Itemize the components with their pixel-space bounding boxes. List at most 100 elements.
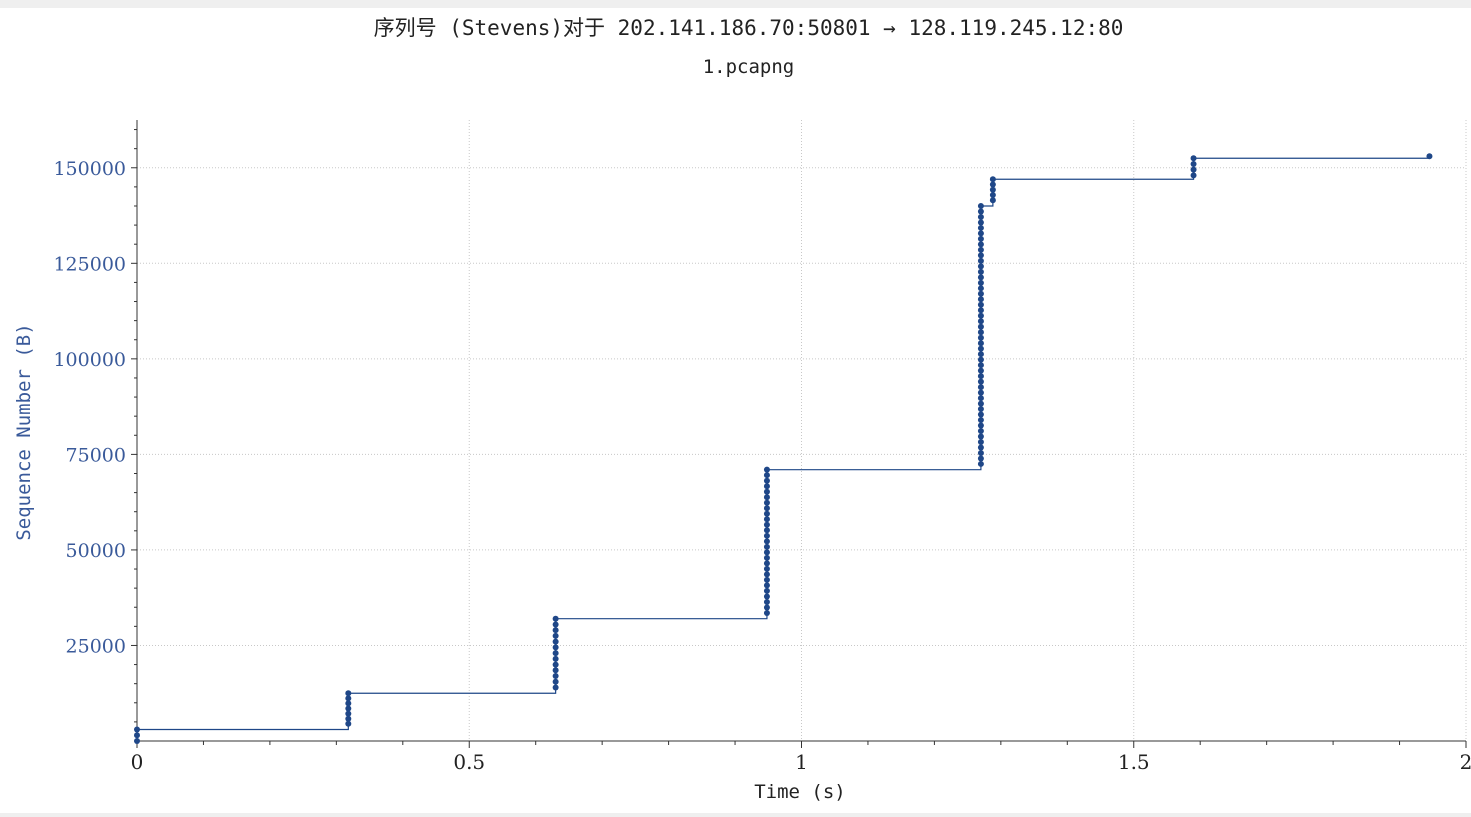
- data-point: [977, 417, 984, 424]
- data-point: [763, 565, 770, 572]
- data-point: [977, 384, 984, 391]
- data-point: [977, 274, 984, 281]
- data-point: [763, 587, 770, 594]
- data-point: [345, 720, 352, 727]
- data-point: [763, 494, 770, 501]
- data-point: [1190, 172, 1197, 179]
- data-point: [977, 318, 984, 325]
- data-point: [977, 345, 984, 352]
- x-axis-title: Time (s): [754, 781, 846, 803]
- y-axis-title: Sequence Number (B): [13, 323, 35, 540]
- data-point: [977, 290, 984, 297]
- data-point: [989, 181, 996, 188]
- x-tick-label: 0.5: [453, 750, 485, 774]
- data-point: [345, 715, 352, 722]
- data-point: [763, 488, 770, 495]
- data-point: [977, 378, 984, 385]
- data-point: [763, 582, 770, 589]
- data-point: [977, 323, 984, 330]
- data-point: [1426, 153, 1433, 160]
- data-point: [977, 252, 984, 259]
- data-point: [763, 527, 770, 534]
- data-point: [977, 230, 984, 237]
- data-point: [763, 483, 770, 490]
- data-point: [977, 356, 984, 363]
- data-point: [989, 176, 996, 183]
- data-point: [345, 700, 352, 707]
- data-point: [977, 406, 984, 413]
- data-point: [763, 521, 770, 528]
- data-point: [763, 543, 770, 550]
- y-tick-label: 100000: [53, 349, 126, 371]
- x-tick-label: 2: [1460, 750, 1471, 774]
- data-point: [977, 422, 984, 429]
- data-point: [552, 684, 559, 691]
- data-point: [977, 438, 984, 445]
- y-tick-label: 25000: [66, 635, 126, 657]
- data-point: [552, 615, 559, 622]
- data-point: [977, 362, 984, 369]
- data-point: [977, 268, 984, 275]
- data-point: [134, 726, 140, 733]
- data-point: [763, 510, 770, 517]
- data-point: [977, 400, 984, 407]
- data-point: [552, 621, 559, 628]
- y-tick-label: 125000: [53, 253, 126, 275]
- data-point: [977, 279, 984, 286]
- data-point: [763, 560, 770, 567]
- window-bottom-bar: [0, 813, 1471, 817]
- data-point: [763, 571, 770, 578]
- data-point: [977, 433, 984, 440]
- data-point: [977, 351, 984, 358]
- data-point: [552, 661, 559, 668]
- data-point: [763, 532, 770, 539]
- series: [134, 153, 1433, 744]
- data-point: [977, 219, 984, 226]
- data-point: [977, 373, 984, 380]
- data-point: [977, 411, 984, 418]
- data-point: [977, 428, 984, 435]
- data-point: [977, 460, 984, 467]
- data-point: [977, 257, 984, 264]
- data-point: [345, 710, 352, 717]
- data-point: [552, 678, 559, 685]
- x-tick-label: 1.5: [1118, 750, 1150, 774]
- data-point: [763, 604, 770, 611]
- data-point: [134, 732, 140, 739]
- data-point: [345, 690, 352, 697]
- data-point: [552, 638, 559, 645]
- data-point: [345, 695, 352, 702]
- data-point: [989, 186, 996, 193]
- x-tick-label: 0: [131, 750, 144, 774]
- y-tick-label: 150000: [53, 158, 126, 180]
- data-point: [345, 705, 352, 712]
- data-point: [977, 395, 984, 402]
- y-tick-label: 75000: [66, 444, 126, 466]
- series-step-line: [136, 156, 1431, 741]
- data-point: [552, 627, 559, 634]
- data-point: [977, 213, 984, 220]
- data-point: [763, 598, 770, 605]
- data-point: [977, 340, 984, 347]
- data-point: [977, 312, 984, 319]
- data-point: [977, 246, 984, 253]
- y-tick-label: 50000: [66, 540, 126, 562]
- data-point: [1190, 155, 1197, 162]
- data-point: [763, 576, 770, 583]
- data-point: [552, 632, 559, 639]
- data-point: [977, 235, 984, 242]
- data-point: [977, 334, 984, 341]
- data-point: [763, 593, 770, 600]
- data-point: [977, 301, 984, 308]
- data-point: [977, 241, 984, 248]
- data-point: [977, 263, 984, 270]
- data-point: [552, 673, 559, 680]
- data-point: [1190, 166, 1197, 173]
- data-point: [977, 455, 984, 462]
- data-point: [977, 285, 984, 292]
- data-point: [977, 307, 984, 314]
- x-tick-label: 1: [795, 750, 808, 774]
- data-point: [763, 472, 770, 479]
- data-point: [763, 609, 770, 616]
